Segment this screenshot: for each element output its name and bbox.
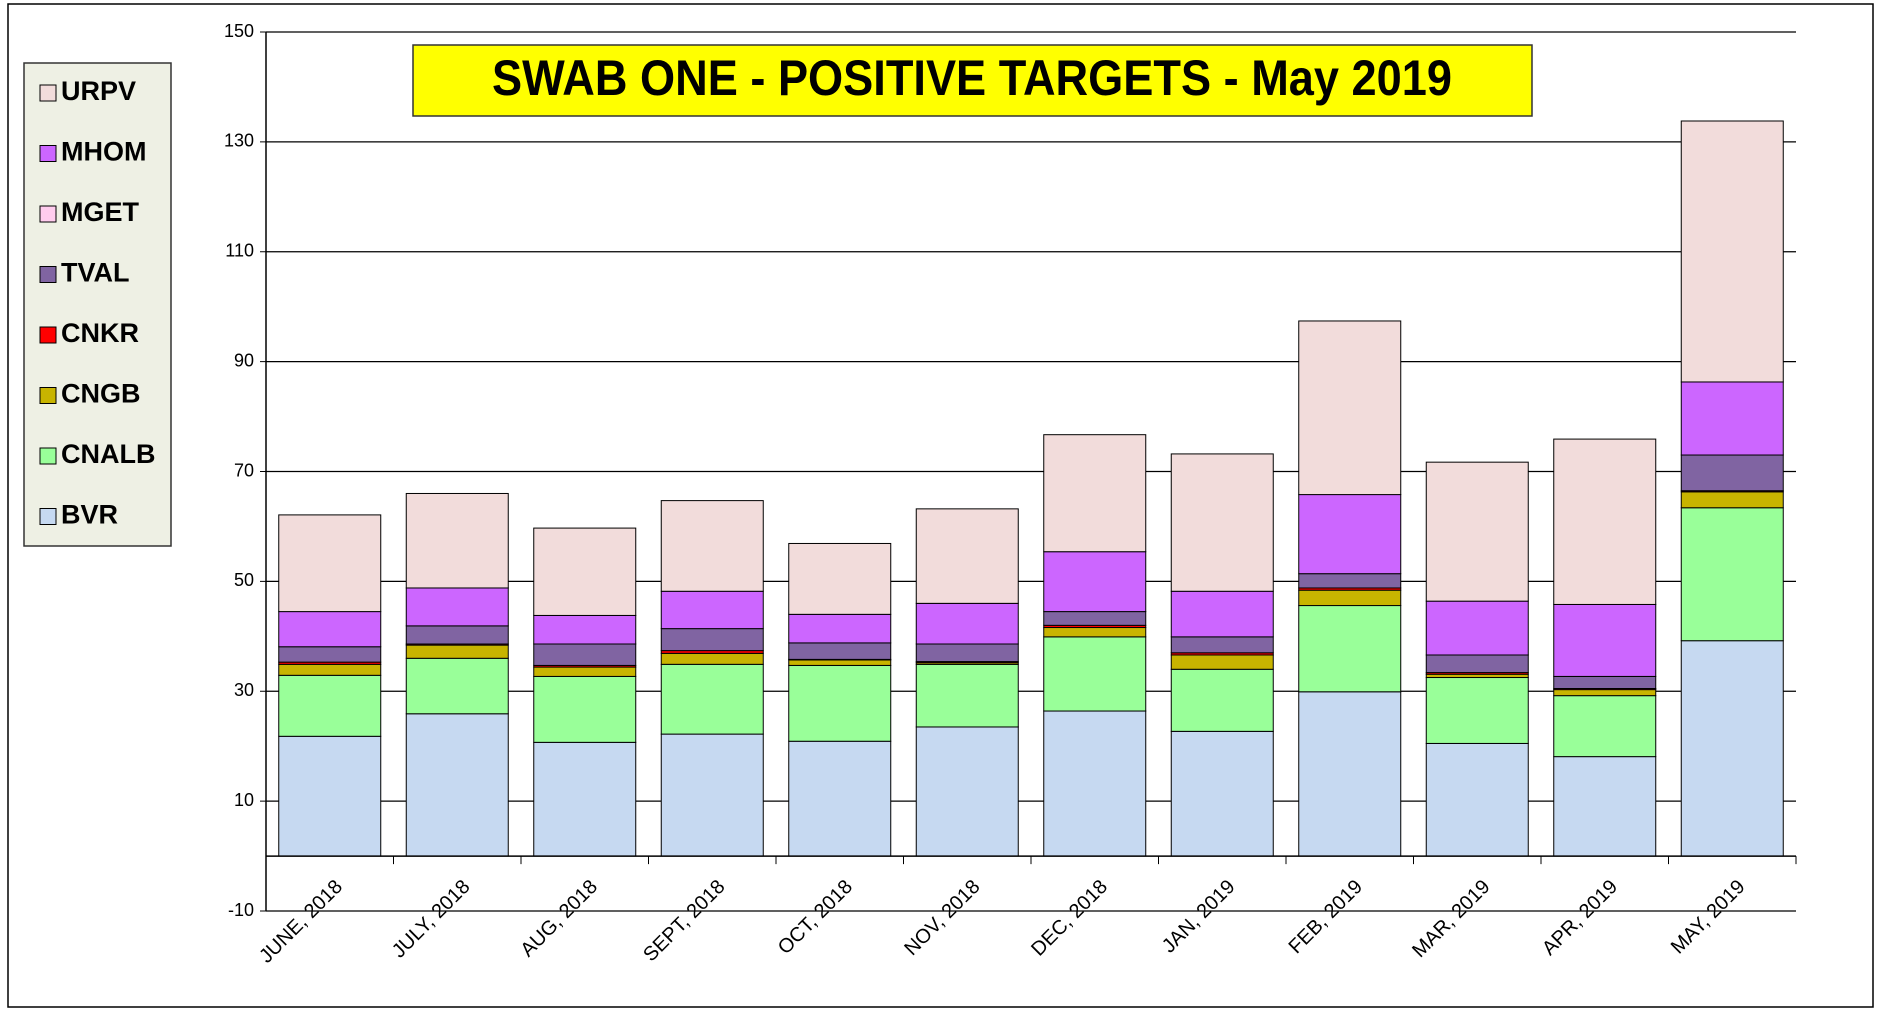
y-tick-label: 110: [225, 241, 254, 261]
bar-segment: [1680, 454, 1784, 492]
bar-segment: [660, 628, 764, 652]
bar-segment: [1170, 453, 1274, 592]
bar-segment: [1553, 756, 1657, 857]
title-box: [412, 44, 1533, 117]
bar-segment: [1298, 320, 1402, 496]
bar-segment: [405, 657, 509, 715]
bar-segment: [1425, 654, 1529, 674]
legend-swatch: [39, 447, 57, 465]
y-tick-label: -10: [228, 900, 254, 920]
bar-segment: [1553, 603, 1657, 677]
bar-segment: [405, 587, 509, 627]
bar-segment: [1043, 551, 1147, 613]
bar-segment: [1043, 710, 1147, 857]
bar-segment: [660, 733, 764, 857]
bar-segment: [660, 500, 764, 592]
legend-label: MHOM: [61, 137, 146, 167]
bar-segment: [405, 644, 509, 659]
bar-segment: [278, 646, 382, 663]
bar-segment: [1425, 742, 1529, 857]
bar-segment: [1298, 691, 1402, 857]
bar-segment: [915, 602, 1019, 645]
bar-segment: [915, 643, 1019, 663]
y-tick-label: 90: [234, 350, 254, 370]
bar-segment: [1170, 730, 1274, 857]
bar-segment: [278, 611, 382, 648]
legend-swatch: [39, 326, 57, 344]
chart-title: SWAB ONE - POSITIVE TARGETS - May 2019: [492, 50, 1452, 106]
bar-segment: [533, 614, 637, 645]
bar-segment: [278, 674, 382, 737]
legend-label: MGET: [61, 197, 140, 227]
legend-swatch: [39, 387, 57, 404]
y-tick-label: 50: [234, 570, 254, 590]
y-tick-label: 10: [234, 790, 254, 810]
bar-segment: [1553, 689, 1657, 697]
bar-segment: [405, 713, 509, 857]
legend-swatch: [39, 508, 57, 525]
bar-segment: [660, 590, 764, 630]
legend-swatch: [39, 205, 57, 223]
bar-segment: [1170, 590, 1274, 638]
bar-segment: [788, 659, 892, 666]
bar-segment: [1043, 434, 1147, 553]
bar-segment: [1425, 600, 1529, 656]
legend-label: TVAL: [61, 258, 130, 288]
legend-label: CNGB: [61, 379, 141, 409]
bar-segment: [1680, 507, 1784, 642]
legend-box: [23, 62, 172, 547]
legend-label: BVR: [61, 500, 118, 530]
bar-segment: [1043, 627, 1147, 638]
bar-segment: [915, 508, 1019, 604]
bar-segment: [1298, 494, 1402, 575]
bar-segment: [1170, 654, 1274, 670]
legend-label: URPV: [61, 76, 136, 106]
bar-segment: [788, 542, 892, 615]
bar-segment: [533, 666, 637, 677]
bar-segment: [1170, 636, 1274, 654]
bar-segment: [660, 652, 764, 665]
bar-segment: [788, 664, 892, 742]
bar-segment: [915, 726, 1019, 857]
legend-label: CNKR: [61, 318, 139, 348]
bar-segment: [1298, 605, 1402, 693]
bar-segment: [533, 643, 637, 666]
bar-segment: [1553, 438, 1657, 605]
bar-segment: [660, 663, 764, 735]
bar-segment: [1425, 461, 1529, 602]
bar-segment: [788, 613, 892, 644]
bar-segment: [405, 625, 509, 645]
legend-swatch: [39, 84, 57, 102]
bar-segment: [278, 735, 382, 857]
legend-swatch: [39, 145, 57, 162]
bar-segment: [1170, 668, 1274, 732]
bar-segment: [533, 741, 637, 857]
bar-segment: [533, 675, 637, 743]
bar-segment: [915, 663, 1019, 728]
bar-segment: [1043, 636, 1147, 712]
bar-segment: [1298, 589, 1402, 607]
bar-segment: [788, 740, 892, 857]
bar-segment: [1680, 491, 1784, 509]
bar-segment: [278, 663, 382, 676]
y-tick-label: 130: [224, 131, 254, 151]
y-tick-label: 150: [224, 21, 254, 41]
bar-segment: [1680, 381, 1784, 456]
bar-segment: [1043, 611, 1147, 626]
bar-segment: [1680, 640, 1784, 857]
bar-segment: [788, 642, 892, 660]
bar-segment: [278, 514, 382, 613]
legend-label: CNALB: [61, 439, 156, 469]
bar-segment: [533, 527, 637, 616]
bar-segment: [1553, 675, 1657, 690]
bar-segment: [1553, 695, 1657, 758]
y-tick-label: 30: [234, 680, 254, 700]
bar-segment: [405, 492, 509, 589]
bar-segment: [1425, 677, 1529, 744]
y-tick-label: 70: [234, 460, 254, 480]
bar-segment: [1298, 573, 1402, 589]
legend-swatch: [39, 266, 57, 283]
bar-segment: [1680, 120, 1784, 383]
